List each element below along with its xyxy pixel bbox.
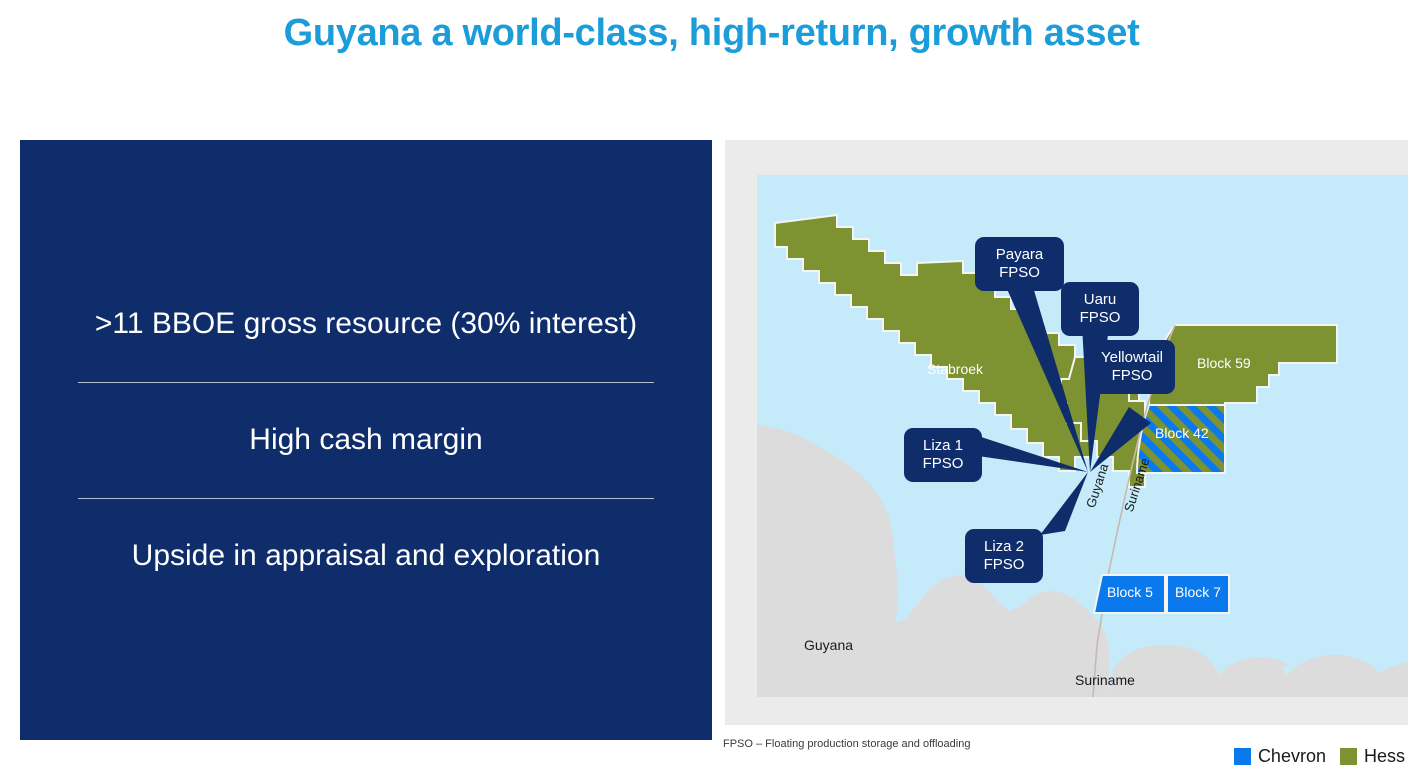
callout-payara-line2: FPSO [999, 264, 1040, 281]
highlight-item-3: Upside in appraisal and exploration [131, 539, 601, 573]
legend-item-hess: Hess [1339, 746, 1405, 767]
callout-liza-2-line1: Liza 2 [983, 537, 1025, 555]
pointer-tail-yellowtail [1090, 407, 1151, 472]
legend-item-chevron: Chevron [1233, 746, 1326, 767]
callout-liza-2-fpso[interactable]: Liza 2 FPSO [965, 529, 1043, 583]
pointer-tail-payara [1003, 280, 1088, 472]
block-5-shape [1092, 574, 1166, 614]
callout-payara-line1: Payara [995, 245, 1044, 263]
legend-swatch-hess-icon [1339, 748, 1357, 765]
legend-label-hess: Hess [1363, 746, 1405, 766]
legend-label-chevron: Chevron [1257, 746, 1326, 766]
highlight-item-2: High cash margin [249, 423, 483, 457]
page-title: Guyana a world-class, high-return, growt… [283, 12, 1140, 54]
callout-liza-2-line2: FPSO [983, 556, 1025, 573]
highlight-divider-2 [78, 497, 654, 499]
map-panel: Stabroek Block 59 Block 42 Block 5 Block… [725, 140, 1408, 725]
block-label-block-5: Block 5 [1107, 584, 1153, 600]
map-graphic [757, 175, 1408, 697]
block-label-block-42: Block 42 [1155, 425, 1209, 441]
callout-liza-1-line2: FPSO [922, 455, 964, 472]
block-7-shape [1166, 574, 1230, 614]
callout-yellowtail-fpso[interactable]: Yellowtail FPSO [1089, 340, 1175, 394]
callout-uaru-line2: FPSO [1079, 309, 1121, 326]
block-label-block-7: Block 7 [1175, 584, 1221, 600]
block-42-shape [1135, 404, 1226, 474]
coastal-islet [1227, 657, 1289, 674]
map-canvas: Stabroek Block 59 Block 42 Block 5 Block… [757, 175, 1408, 697]
callout-yellowtail-line2: FPSO [1111, 367, 1153, 384]
callout-uaru-line1: Uaru [1083, 290, 1117, 308]
legend-swatch-chevron-icon [1233, 748, 1251, 765]
highlights-list: >11 BBOE gross resource (30% interest) H… [20, 140, 712, 740]
block-label-block-59: Block 59 [1197, 355, 1251, 371]
callout-liza-1-fpso[interactable]: Liza 1 FPSO [904, 428, 982, 482]
pointer-tail-liza2 [1040, 472, 1088, 535]
callout-payara-fpso[interactable]: Payara FPSO [975, 237, 1064, 291]
highlight-divider-1 [78, 381, 654, 383]
legend: Chevron Hess [1233, 746, 1405, 767]
guyana-landmass [757, 425, 1109, 697]
highlights-panel: >11 BBOE gross resource (30% interest) H… [20, 140, 712, 740]
callout-liza-1-line1: Liza 1 [922, 436, 964, 454]
callout-uaru-fpso[interactable]: Uaru FPSO [1061, 282, 1139, 336]
footnote: FPSO – Floating production storage and o… [723, 738, 971, 750]
callout-yellowtail-line1: Yellowtail [1101, 348, 1163, 366]
country-label-guyana: Guyana [804, 637, 854, 653]
country-label-suriname: Suriname [1075, 672, 1135, 688]
highlight-item-1: >11 BBOE gross resource (30% interest) [94, 307, 638, 341]
pointer-tail-liza1 [969, 433, 1088, 472]
block-label-stabroek: Stabroek [927, 361, 984, 377]
